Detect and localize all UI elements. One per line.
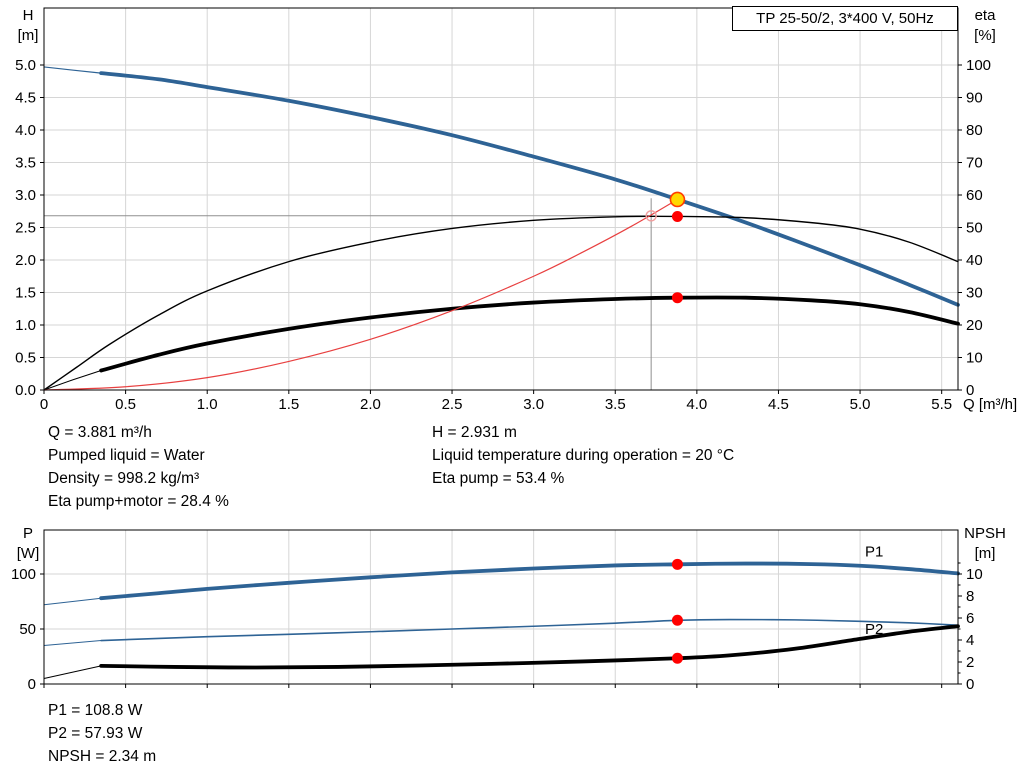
chart-text: 0	[966, 382, 974, 399]
chart-text: 40	[966, 252, 983, 269]
chart-text: 5.0	[15, 57, 36, 74]
p-axis-title-symbol: P	[22, 525, 33, 542]
chart-power-npsh: 0 50 100 0 2 4 6 8 10 P1 P2	[11, 529, 983, 693]
npsh-axis-title-symbol: NPSH	[964, 525, 1006, 542]
chart-text: 10	[966, 566, 983, 583]
chart-text: 1.0	[15, 317, 36, 334]
chart-text: 30	[966, 285, 983, 302]
info-npsh: NPSH = 2.34 m	[48, 748, 157, 765]
chart-text: 2.0	[15, 252, 36, 269]
eta-axis-title-unit: [%]	[974, 27, 996, 44]
chart-text: 80	[966, 122, 983, 139]
curve-system-curve	[43, 198, 679, 391]
info-p1: P1 = 108.8 W	[48, 702, 143, 719]
curve-eta-pump-motor-lead	[43, 370, 102, 391]
chart-text: 70	[966, 155, 983, 172]
chart-text: 2	[966, 654, 974, 671]
curve-hq	[99, 71, 960, 307]
eta-pump-duty-dot	[671, 210, 683, 222]
curve-eta-pump-motor	[99, 295, 960, 373]
chart-text: 1.5	[15, 285, 36, 302]
npsh-axis-title: NPSH [m]	[956, 524, 1014, 564]
chart-text: 60	[966, 187, 983, 204]
chart-text: 50	[19, 621, 36, 638]
info-h: H = 2.931 m	[432, 424, 517, 441]
eta-pump-motor-duty-dot	[671, 292, 683, 304]
chart-text: 4.5	[15, 90, 36, 107]
chart-qh-eta: 0 0.5 1.0 1.5 2.0 2.5 3.0 3.5 4.0 4.5 5.0 5.5 0.0 0.5…	[15, 7, 991, 413]
curve-p2	[100, 618, 959, 642]
chart-text: 100	[11, 566, 36, 583]
h-axis-title-unit: [m]	[17, 27, 39, 44]
eta-axis-title: eta [%]	[962, 6, 1008, 46]
curve-npsh-lead	[43, 665, 102, 679]
chart-text: 5.5	[931, 396, 952, 413]
curve-eta-pump	[43, 215, 959, 391]
info-q: Q = 3.881 m³/h	[48, 424, 152, 441]
chart-text: 20	[966, 317, 983, 334]
pump-type-title-box: TP 25-50/2, 3*400 V, 50Hz	[732, 6, 958, 31]
chart-text: 4.0	[15, 122, 36, 139]
p1-duty-dot	[671, 558, 683, 570]
h-axis-title: H [m]	[10, 6, 46, 46]
chart-text: 5.0	[850, 396, 871, 413]
chart-text: 90	[966, 90, 983, 107]
chart-text: 8	[966, 588, 974, 605]
curve-p1-lead	[43, 597, 102, 606]
chart-text: 3.5	[15, 155, 36, 172]
duty-info-left: Q = 3.881 m³/h Pumped liquid = Water Den…	[48, 421, 229, 513]
npsh-axis-title-unit: [m]	[974, 545, 996, 562]
chart-text: 4	[966, 632, 974, 649]
info-pumped-liquid: Pumped liquid = Water	[48, 447, 205, 464]
p2-duty-dot	[671, 614, 683, 626]
info-eta-pump-motor: Eta pump+motor = 28.4 %	[48, 493, 229, 510]
info-p2: P2 = 57.93 W	[48, 725, 143, 742]
chart-text: 1.0	[197, 396, 218, 413]
chart-text: P1	[865, 543, 883, 560]
info-liquid-temperature: Liquid temperature during operation = 20…	[432, 447, 735, 464]
npsh-duty-dot	[671, 652, 683, 664]
power-info: P1 = 108.8 W P2 = 57.93 W NPSH = 2.34 m	[48, 699, 156, 768]
chart-text: 0	[28, 676, 36, 693]
chart-text: 2.0	[360, 396, 381, 413]
info-eta-pump: Eta pump = 53.4 %	[432, 470, 565, 487]
chart-text: 0.0	[15, 382, 36, 399]
chart-text: 1.5	[278, 396, 299, 413]
p-axis-title-unit: [W]	[16, 545, 40, 562]
chart-text: 100	[966, 57, 991, 74]
chart-text: 6	[966, 610, 974, 627]
chart-text: P2	[865, 621, 883, 638]
chart-text: 0.5	[115, 396, 136, 413]
cursor-ring	[645, 210, 657, 222]
q-axis-label: Q [m³/h]	[963, 396, 1018, 413]
chart-text: 0	[966, 676, 974, 693]
h-axis-title-symbol: H	[22, 7, 34, 24]
chart-text: 2.5	[442, 396, 463, 413]
plot-area-power-npsh[interactable]	[43, 529, 959, 685]
chart-text: 0	[40, 396, 48, 413]
info-density: Density = 998.2 kg/m³	[48, 470, 200, 487]
chart-text: 3.5	[605, 396, 626, 413]
chart-text: 50	[966, 220, 983, 237]
chart-text: 3.0	[15, 187, 36, 204]
curve-npsh	[99, 624, 960, 670]
duty-info-right: H = 2.931 m Liquid temperature during op…	[432, 421, 734, 490]
p-axis-title: P [W]	[8, 524, 48, 564]
chart-text: 10	[966, 350, 983, 367]
chart-text: 3.0	[523, 396, 544, 413]
eta-axis-title-symbol: eta	[974, 7, 996, 24]
curve-hq-lead	[43, 66, 102, 74]
chart-text: 0.5	[15, 350, 36, 367]
curve-p1	[99, 561, 960, 601]
chart-text: 4.0	[686, 396, 707, 413]
plot-area-qh-eta[interactable]	[43, 7, 959, 391]
duty-point-marker[interactable]	[669, 191, 686, 208]
curve-p2-lead	[43, 640, 102, 646]
chart-text: 4.5	[768, 396, 789, 413]
chart-text: 2.5	[15, 220, 36, 237]
